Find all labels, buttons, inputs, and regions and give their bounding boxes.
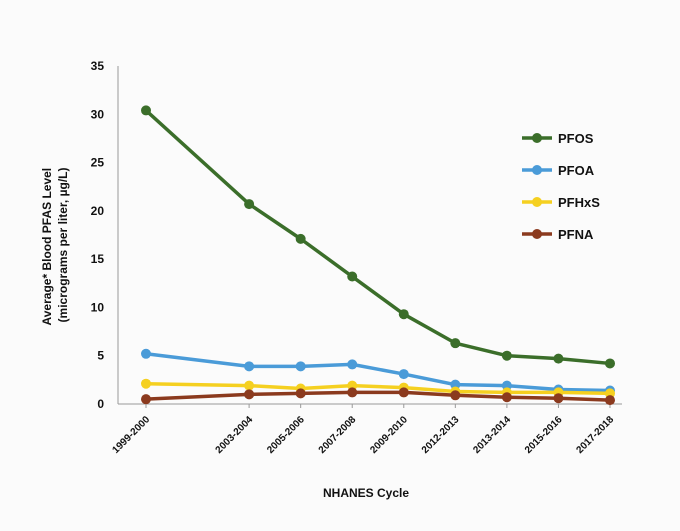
legend-swatch-marker	[532, 229, 542, 239]
data-point	[347, 271, 358, 282]
data-point	[347, 387, 358, 398]
x-tick-label: 2013-2014	[471, 414, 513, 456]
data-point	[244, 389, 255, 400]
legend: PFOS PFOA PFHxS PFNA	[522, 131, 600, 242]
data-point	[398, 369, 409, 380]
series-pfos	[141, 105, 615, 369]
series-pfna	[141, 387, 615, 406]
data-point	[398, 309, 409, 320]
data-point	[295, 233, 306, 244]
legend-item-pfna: PFNA	[522, 227, 594, 242]
legend-label: PFHxS	[558, 195, 600, 210]
y-tick-label: 0	[97, 397, 104, 411]
data-point	[553, 393, 564, 404]
y-tick-label: 5	[97, 349, 104, 363]
data-point	[244, 199, 255, 210]
legend-swatch-marker	[532, 165, 542, 175]
y-axis-title: Average* Blood PFAS Level (micrograms pe…	[40, 165, 70, 326]
y-tick-label: 35	[91, 59, 105, 73]
y-tick-label: 20	[91, 204, 105, 218]
x-tick-label: 2009-2010	[368, 414, 410, 456]
series-pfoa	[141, 348, 615, 396]
legend-item-pfoa: PFOA	[522, 163, 595, 178]
data-point	[605, 358, 615, 369]
data-point	[295, 361, 306, 372]
x-tick-label: 2012-2013	[420, 414, 462, 456]
legend-swatch-marker	[532, 197, 542, 207]
legend-label: PFNA	[558, 227, 594, 242]
x-tick-label: 2015-2016	[523, 414, 565, 456]
data-point	[141, 105, 151, 116]
y-axis-title-line1: Average* Blood PFAS Level	[40, 168, 54, 326]
x-tick-label: 2005-2006	[265, 414, 307, 456]
y-tick-labels: 0 5 10 15 20 25 30 35	[91, 59, 105, 411]
data-point	[244, 361, 255, 372]
data-point	[347, 359, 358, 370]
y-tick-label: 10	[91, 300, 105, 314]
x-tick-label: 1999-2000	[111, 414, 153, 456]
data-point	[141, 394, 151, 405]
legend-item-pfhxs: PFHxS	[522, 195, 600, 210]
x-tick-labels: 1999-2000 2003-2004 2005-2006 2007-2008 2009…	[111, 404, 617, 456]
x-tick-label: 2003-2004	[214, 414, 256, 456]
data-point	[244, 380, 255, 391]
legend-label: PFOA	[558, 163, 595, 178]
data-point	[501, 350, 512, 361]
data-point	[501, 392, 512, 403]
series	[141, 105, 615, 406]
axes	[117, 66, 622, 405]
data-point	[398, 387, 409, 398]
data-point	[450, 390, 461, 401]
x-tick-label: 2017-2018	[575, 414, 617, 456]
data-point	[295, 388, 306, 399]
x-tick-label: 2007-2008	[317, 414, 359, 456]
data-point	[450, 338, 461, 349]
x-axis-title: NHANES Cycle	[323, 486, 409, 500]
y-tick-label: 30	[91, 107, 105, 121]
legend-label: PFOS	[558, 131, 594, 146]
legend-swatch-marker	[532, 133, 542, 143]
data-point	[141, 378, 151, 389]
data-point	[605, 395, 615, 406]
y-tick-label: 15	[91, 252, 105, 266]
data-point	[141, 348, 151, 359]
y-tick-label: 25	[91, 156, 105, 170]
y-axis-title-line2: (micrograms per liter, µg/L)	[56, 168, 70, 323]
data-point	[553, 353, 564, 364]
legend-item-pfos: PFOS	[522, 131, 594, 146]
